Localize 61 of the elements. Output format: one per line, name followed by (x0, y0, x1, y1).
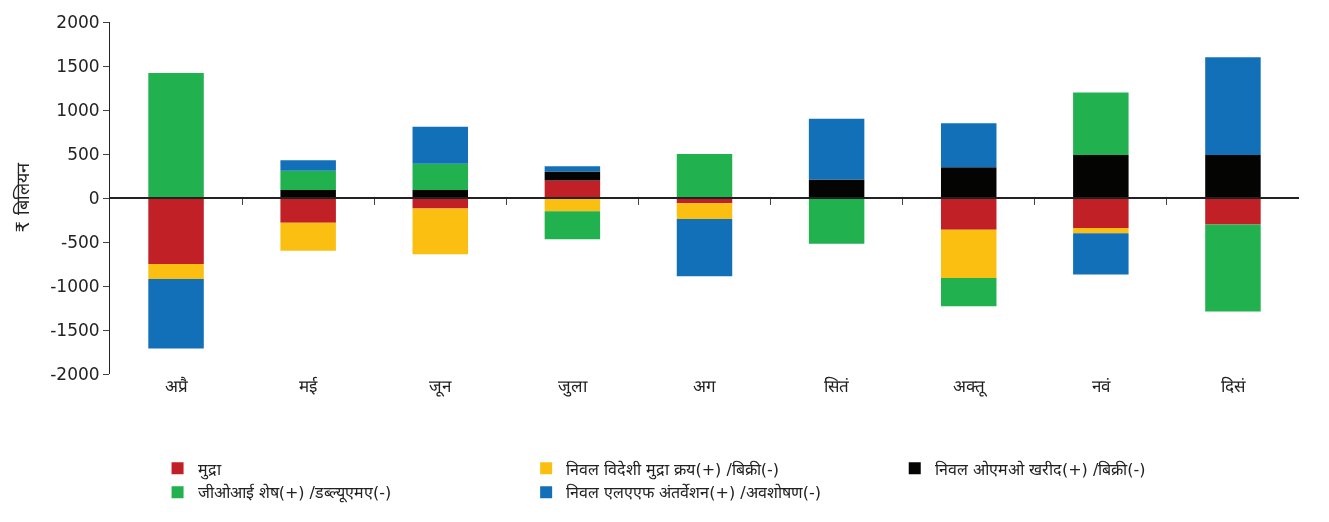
bar (148, 198, 204, 264)
bar (676, 154, 733, 198)
y-tick-label: 500 (67, 143, 100, 164)
bar (1205, 198, 1261, 225)
bar (940, 278, 997, 307)
bar (1073, 227, 1129, 234)
y-tick-label: -1000 (50, 275, 100, 296)
y-tick-label: -2000 (50, 363, 100, 384)
bar (148, 73, 204, 198)
bar (544, 180, 601, 198)
legend-label: जीओआई शेष(+) /डब्ल्यूएमए(-) (197, 483, 392, 504)
x-tick-label: मई (299, 376, 319, 396)
bar (544, 166, 601, 172)
y-axis-title: ₹ बिलियन (12, 162, 34, 233)
x-tick-label: जुला (557, 376, 588, 397)
bar (280, 198, 336, 223)
x-tick-label: सितं (824, 376, 850, 396)
x-tick-label: अप्रै (164, 376, 188, 396)
bar (1205, 154, 1261, 198)
legend-label: निवल विदेशी मुद्रा क्रय(+) /बिक्री(-) (566, 459, 780, 480)
bar (1073, 154, 1129, 198)
bar (808, 179, 865, 198)
bar (412, 208, 469, 255)
x-tick-label: दिसं (1220, 376, 1246, 396)
bar (148, 264, 204, 279)
bar (1073, 92, 1129, 155)
legend-label: मुद्रा (197, 459, 222, 480)
bar (676, 203, 733, 220)
bar (676, 219, 733, 277)
x-tick-label: अक्तू (952, 376, 988, 397)
bar (1205, 57, 1261, 155)
bar (1073, 233, 1129, 275)
bar (544, 198, 601, 212)
bar (148, 278, 204, 349)
y-tick-label: 1000 (56, 99, 100, 120)
bar (412, 126, 469, 164)
bar (544, 211, 601, 240)
y-tick-label: 0 (88, 187, 100, 208)
bar (544, 171, 601, 181)
y-tick-label: -1500 (50, 319, 100, 340)
x-tick-label: जून (429, 376, 453, 397)
bar (940, 123, 997, 168)
x-tick-label: अग (693, 376, 716, 396)
bar (1205, 224, 1261, 312)
legend-label: निवल एलएएफ अंतर्वेशन(+) /अवशोषण(-) (566, 483, 821, 503)
bar (940, 198, 997, 230)
x-tick-label: नवं (1091, 376, 1111, 396)
bar (280, 170, 336, 191)
bar (280, 222, 336, 251)
bar (412, 163, 469, 191)
bar (808, 118, 865, 180)
bar (280, 160, 336, 171)
legend-label: निवल ओएमओ खरीद(+) /बिक्री(-) (934, 459, 1146, 479)
bar (940, 229, 997, 279)
y-tick-label: 1500 (56, 55, 100, 76)
bar (940, 167, 997, 198)
y-tick-label: -500 (61, 231, 100, 252)
bar (1073, 198, 1129, 228)
bar (808, 198, 865, 244)
bar (412, 198, 469, 209)
y-tick-label: 2000 (56, 11, 100, 32)
